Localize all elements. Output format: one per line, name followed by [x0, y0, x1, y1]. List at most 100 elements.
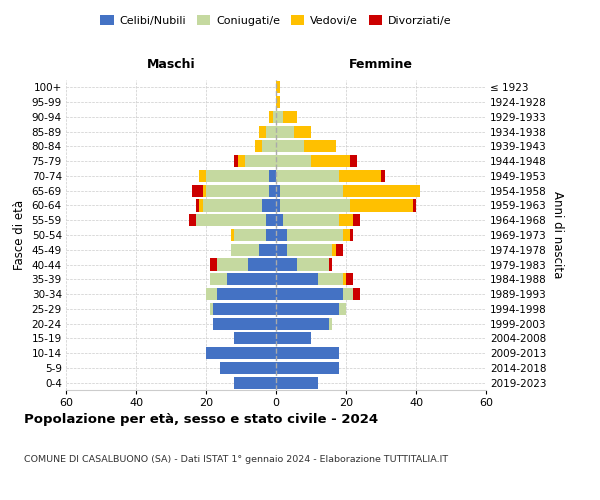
- Bar: [269, 184, 276, 197]
- Bar: [234, 229, 265, 241]
- Bar: [283, 214, 339, 226]
- Text: COMUNE DI CASALBUONO (SA) - Dati ISTAT 1° gennaio 2024 - Elaborazione TUTTITALIA: COMUNE DI CASALBUONO (SA) - Dati ISTAT 1…: [24, 455, 448, 464]
- Text: Popolazione per età, sesso e stato civile - 2024: Popolazione per età, sesso e stato civil…: [24, 412, 378, 426]
- Bar: [196, 214, 265, 226]
- Bar: [206, 170, 269, 182]
- Bar: [230, 229, 234, 241]
- Bar: [353, 214, 360, 226]
- Bar: [287, 229, 343, 241]
- Bar: [283, 111, 297, 123]
- Text: Femmine: Femmine: [349, 58, 413, 71]
- Bar: [206, 288, 217, 300]
- Bar: [276, 170, 339, 182]
- Bar: [339, 214, 353, 226]
- Bar: [349, 155, 356, 167]
- Bar: [203, 184, 206, 197]
- Bar: [217, 258, 248, 270]
- Bar: [343, 229, 349, 241]
- Bar: [209, 258, 217, 270]
- Bar: [297, 258, 329, 270]
- Bar: [234, 376, 276, 388]
- Bar: [276, 273, 318, 285]
- Bar: [339, 303, 346, 315]
- Bar: [230, 244, 259, 256]
- Bar: [188, 214, 196, 226]
- Bar: [276, 362, 339, 374]
- Bar: [265, 229, 276, 241]
- Bar: [339, 170, 381, 182]
- Bar: [343, 273, 346, 285]
- Bar: [238, 155, 245, 167]
- Bar: [192, 184, 203, 197]
- Bar: [269, 170, 276, 182]
- Bar: [343, 184, 419, 197]
- Bar: [276, 200, 280, 211]
- Bar: [272, 111, 276, 123]
- Bar: [227, 273, 276, 285]
- Bar: [413, 200, 416, 211]
- Bar: [335, 244, 343, 256]
- Bar: [329, 258, 332, 270]
- Bar: [265, 214, 276, 226]
- Bar: [209, 303, 213, 315]
- Bar: [276, 184, 280, 197]
- Bar: [276, 376, 318, 388]
- Bar: [349, 200, 413, 211]
- Bar: [248, 258, 276, 270]
- Bar: [280, 184, 343, 197]
- Bar: [276, 82, 280, 94]
- Bar: [245, 155, 276, 167]
- Bar: [280, 200, 349, 211]
- Bar: [276, 111, 283, 123]
- Bar: [381, 170, 385, 182]
- Bar: [259, 244, 276, 256]
- Bar: [276, 332, 311, 344]
- Bar: [276, 258, 297, 270]
- Bar: [213, 318, 276, 330]
- Bar: [276, 229, 287, 241]
- Bar: [318, 273, 343, 285]
- Bar: [203, 200, 262, 211]
- Bar: [276, 96, 280, 108]
- Bar: [276, 126, 293, 138]
- Bar: [287, 244, 332, 256]
- Bar: [234, 155, 238, 167]
- Bar: [276, 347, 339, 359]
- Bar: [209, 273, 227, 285]
- Bar: [304, 140, 335, 152]
- Bar: [199, 200, 203, 211]
- Bar: [276, 140, 304, 152]
- Bar: [293, 126, 311, 138]
- Bar: [196, 200, 199, 211]
- Bar: [329, 318, 332, 330]
- Bar: [265, 126, 276, 138]
- Bar: [332, 244, 335, 256]
- Y-axis label: Fasce di età: Fasce di età: [13, 200, 26, 270]
- Bar: [262, 140, 276, 152]
- Y-axis label: Anni di nascita: Anni di nascita: [551, 192, 563, 278]
- Bar: [199, 170, 206, 182]
- Bar: [311, 155, 349, 167]
- Bar: [259, 126, 265, 138]
- Bar: [343, 288, 353, 300]
- Bar: [217, 288, 276, 300]
- Legend: Celibi/Nubili, Coniugati/e, Vedovi/e, Divorziati/e: Celibi/Nubili, Coniugati/e, Vedovi/e, Di…: [96, 10, 456, 30]
- Bar: [269, 111, 272, 123]
- Bar: [349, 229, 353, 241]
- Bar: [353, 288, 360, 300]
- Bar: [346, 273, 353, 285]
- Bar: [206, 347, 276, 359]
- Bar: [262, 200, 276, 211]
- Bar: [276, 244, 287, 256]
- Bar: [213, 303, 276, 315]
- Bar: [234, 332, 276, 344]
- Bar: [220, 362, 276, 374]
- Bar: [276, 155, 311, 167]
- Bar: [206, 184, 269, 197]
- Text: Maschi: Maschi: [146, 58, 196, 71]
- Bar: [276, 288, 343, 300]
- Bar: [276, 318, 329, 330]
- Bar: [276, 303, 339, 315]
- Bar: [276, 214, 283, 226]
- Bar: [255, 140, 262, 152]
